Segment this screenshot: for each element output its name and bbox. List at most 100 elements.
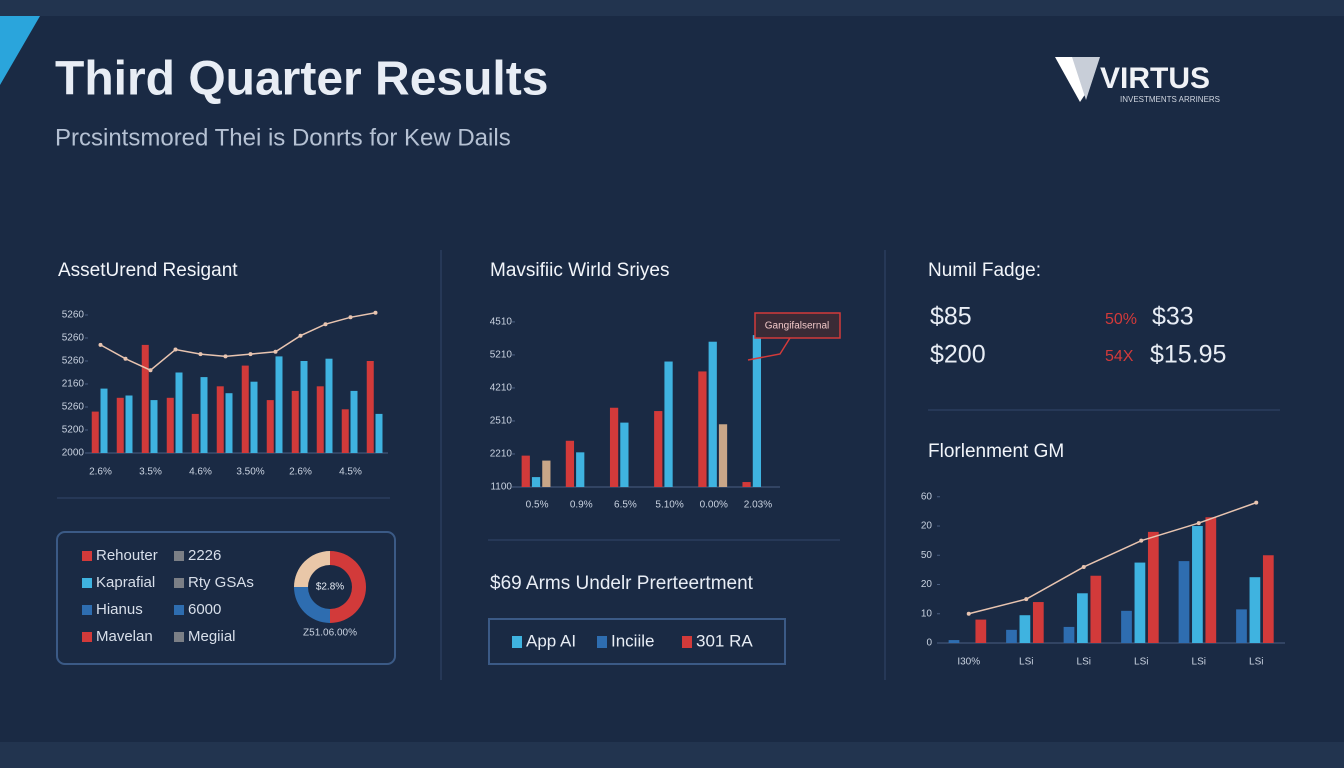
line <box>100 311 376 372</box>
kpi-value: $200 <box>930 341 986 369</box>
legend-swatch <box>174 551 184 561</box>
legend-swatch <box>174 605 184 615</box>
bar <box>664 361 673 487</box>
page-title: Third Quarter Results <box>55 53 548 106</box>
x-tick-label: 4.6% <box>189 467 212 478</box>
line-point <box>323 322 328 327</box>
x-tick-label: 0.5% <box>526 500 549 511</box>
line-point <box>173 347 178 352</box>
pie-center-label: $2.8% <box>316 582 344 593</box>
x-tick-label: 2.6% <box>89 467 112 478</box>
bar <box>325 358 333 453</box>
bar <box>542 460 551 487</box>
bar <box>1192 526 1203 643</box>
bar <box>698 371 707 487</box>
bar <box>1090 575 1102 643</box>
bar <box>291 390 299 453</box>
y-tick-label: 0 <box>926 638 932 649</box>
bar <box>576 452 585 487</box>
bar <box>708 341 717 487</box>
legend-swatch <box>82 632 92 642</box>
annotation: Gangifalsernal <box>765 321 829 332</box>
legend-swatch <box>597 636 607 648</box>
bar <box>609 407 619 487</box>
bar <box>191 413 199 453</box>
kpi-tag: 50% <box>1105 311 1137 328</box>
legend-label: Rty GSAs <box>188 574 254 591</box>
bar <box>250 381 258 453</box>
y-tick-label: 5260 <box>62 356 85 367</box>
y-tick-label: 2160 <box>62 379 85 390</box>
x-tick-label: LSi <box>1249 657 1263 668</box>
bar <box>521 455 530 487</box>
bar <box>275 356 283 453</box>
aum-legend-box <box>488 618 786 665</box>
bar <box>266 400 274 453</box>
y-tick-label: 5200 <box>62 425 85 436</box>
y-tick-label: 2000 <box>62 448 85 459</box>
bar <box>350 390 358 453</box>
y-tick-label: 5260 <box>62 310 85 321</box>
legend-label: 2226 <box>188 547 221 564</box>
line-point <box>348 315 353 320</box>
annotation-pointer <box>747 337 791 361</box>
legend-label: App AI <box>526 631 576 650</box>
legend-label: Hianus <box>96 601 143 618</box>
bar <box>565 440 575 487</box>
x-tick-label: 3.50% <box>236 467 264 478</box>
line-point <box>273 349 278 354</box>
y-tick-label: 20 <box>921 521 933 532</box>
y-tick-label: 2510 <box>490 416 513 427</box>
bar <box>100 388 108 453</box>
x-tick-label: LSi <box>1077 657 1091 668</box>
legend-label: Megiial <box>188 628 236 645</box>
line-point <box>1081 564 1086 569</box>
bar <box>175 372 183 453</box>
legend-swatch <box>174 578 184 588</box>
y-tick-label: 1100 <box>490 482 512 493</box>
y-tick-label: 4210 <box>490 383 513 394</box>
line-point <box>198 352 203 357</box>
legend-label: 6000 <box>188 601 221 618</box>
bar <box>620 422 629 487</box>
line-point <box>1139 538 1144 543</box>
top-band <box>0 0 1344 16</box>
y-tick-label: 5260 <box>62 402 85 413</box>
bar <box>1006 629 1017 643</box>
line-point <box>1196 521 1201 526</box>
legend-label: Rehouter <box>96 547 158 564</box>
x-tick-label: 0.9% <box>570 500 593 511</box>
line-point <box>1024 597 1029 602</box>
kpi-value: $15.95 <box>1150 341 1226 369</box>
legend-label: Inciile <box>611 631 654 650</box>
kpi-value: $85 <box>930 303 972 331</box>
legend-label: 301 RA <box>696 631 753 650</box>
bar <box>91 411 99 453</box>
chart-title: Florlenment GM <box>928 441 1064 462</box>
bar <box>241 365 249 453</box>
bar <box>654 411 663 487</box>
legend-label: Kaprafial <box>96 574 155 591</box>
annotation-box <box>754 312 841 339</box>
line <box>968 501 1257 615</box>
bar <box>531 477 541 487</box>
legend-swatch <box>82 551 92 561</box>
x-tick-label: 4.5% <box>339 467 362 478</box>
bar <box>1077 593 1088 643</box>
bar <box>125 395 133 453</box>
legend-swatch <box>82 605 92 615</box>
bar <box>742 482 751 487</box>
bar <box>1178 561 1190 643</box>
pie-slice <box>294 551 330 587</box>
x-tick-label: 5.10% <box>655 500 683 511</box>
bar <box>166 397 174 453</box>
y-tick-label: 5210 <box>490 350 513 361</box>
x-tick-label: 6.5% <box>614 500 637 511</box>
y-tick-label: 20 <box>921 579 933 590</box>
x-tick-label: 0.00% <box>700 500 728 511</box>
legend-swatch <box>174 632 184 642</box>
kpi-title: Numil Fadge: <box>928 260 1041 281</box>
bar <box>975 619 987 643</box>
